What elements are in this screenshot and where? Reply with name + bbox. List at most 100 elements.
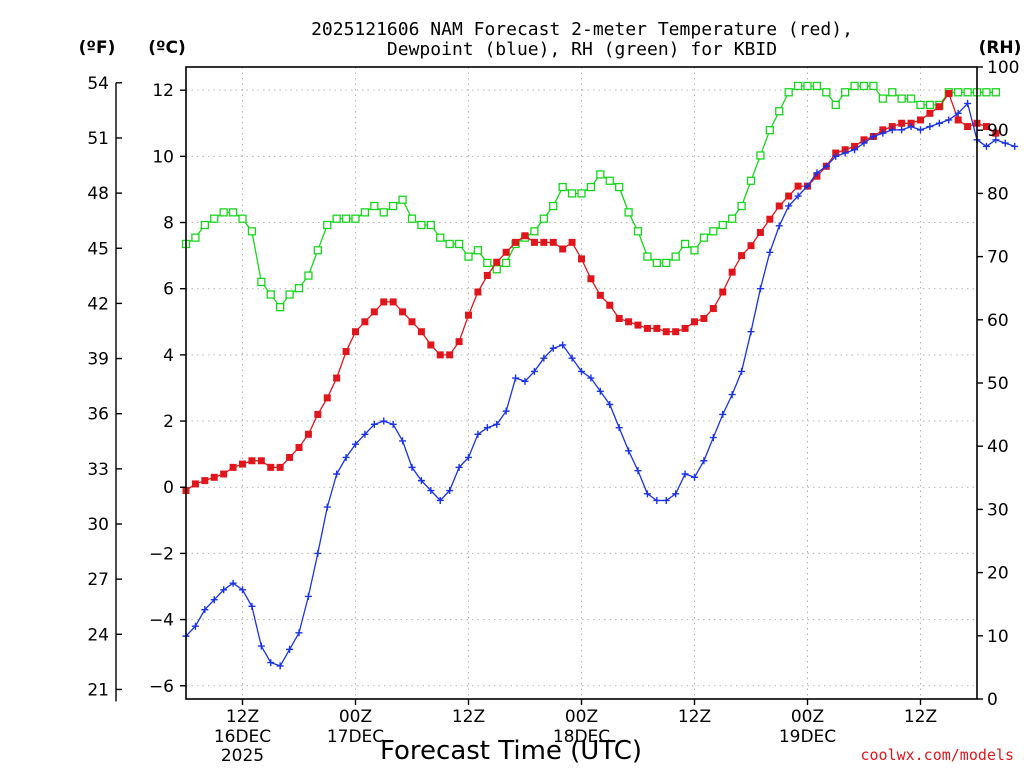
rh-point [219, 208, 228, 217]
dewpoint-point [907, 123, 915, 131]
fahrenheit-unit-label: (ºF) [79, 38, 116, 58]
temperature-point [992, 129, 1000, 137]
rh-point [558, 182, 567, 192]
rh-point [662, 258, 671, 268]
temperature-point [361, 318, 369, 326]
f-tick-label: 42 [87, 294, 109, 314]
rh-point [586, 182, 596, 192]
rh-point [445, 239, 454, 249]
temperature-point [352, 328, 359, 336]
rh-point [426, 220, 435, 230]
dewpoint-point [926, 123, 934, 131]
rh-point [850, 81, 859, 91]
dewpoint-point [851, 146, 859, 154]
temperature-point [935, 103, 943, 111]
x-tick-label: 12Z [904, 707, 937, 727]
rh-point [718, 220, 727, 230]
rh-point [210, 214, 219, 223]
rh-point [624, 208, 633, 217]
temperature-point [465, 311, 472, 319]
axes: 121086420−2−4−65451484542393633302724211… [87, 58, 1019, 766]
c-tick-label: 2 [163, 412, 174, 432]
dewpoint-point [370, 420, 378, 428]
rh-point [737, 201, 746, 211]
temperature-point [728, 268, 736, 276]
dewpoint-point [775, 222, 783, 230]
dewpoint-point [455, 463, 463, 471]
temperature-point [342, 348, 350, 356]
rh-point [549, 201, 558, 211]
rh-point [257, 277, 266, 287]
rh-point [539, 214, 548, 223]
rh-point [191, 233, 200, 242]
temperature-point [389, 298, 397, 306]
x-tick-label: 12Z [226, 707, 259, 727]
dewpoint-point [304, 592, 312, 600]
temperature-point [709, 305, 717, 313]
dewpoint-point [201, 606, 209, 614]
dewpoint-point [992, 136, 1000, 144]
temperature-point [370, 308, 378, 316]
temperature-point [719, 288, 727, 296]
temperature-point [672, 328, 680, 336]
dewpoint-point [361, 430, 369, 438]
dewpoint-point [333, 470, 341, 478]
temperature-point [304, 430, 312, 438]
dewpoint-point [1011, 142, 1019, 150]
rh-tick-label: 50 [987, 374, 1009, 394]
temperature-point [578, 255, 585, 263]
temperature-point [455, 338, 463, 346]
temperature-point [747, 242, 755, 250]
temperature-point [643, 324, 651, 332]
temperature-point [530, 238, 538, 246]
rh-point [492, 265, 501, 274]
temperature-point [549, 238, 557, 246]
temperature-point [917, 116, 924, 124]
rh-point [793, 81, 803, 91]
temperature-point [417, 328, 425, 336]
temperature-point [766, 215, 774, 223]
dewpoint-point [427, 487, 435, 495]
dewpoint-point [747, 328, 755, 336]
dewpoint-point [549, 344, 557, 352]
temperature-point [540, 238, 548, 246]
rh-point [841, 88, 850, 97]
dewpoint-point [257, 642, 265, 650]
c-tick-label: 12 [152, 81, 174, 101]
dewpoint-point [1001, 139, 1009, 147]
rh-point [756, 151, 765, 160]
temperature-point [559, 245, 567, 253]
rh-tick-label: 70 [987, 248, 1009, 268]
dewpoint-point [672, 490, 680, 498]
dewpoint-point [841, 149, 849, 157]
temperature-point [700, 314, 708, 322]
rh-point [746, 176, 756, 185]
rh-point [699, 233, 709, 242]
f-tick-label: 45 [87, 239, 109, 259]
rh-point [982, 88, 991, 97]
rh-point [878, 94, 887, 103]
temperature-point [399, 308, 407, 316]
dewpoint-point [982, 142, 990, 150]
dewpoint-point [643, 490, 651, 498]
c-tick-label: −4 [149, 611, 174, 631]
dewpoint-point [512, 374, 520, 382]
rh-point [784, 88, 793, 97]
rh-point [812, 81, 822, 91]
rh-tick-label: 30 [987, 500, 1009, 520]
rh-point [765, 126, 774, 135]
c-tick-label: 4 [163, 346, 174, 366]
rh-point [285, 290, 294, 299]
rh-point [822, 88, 831, 97]
rh-point [360, 208, 370, 217]
dewpoint-point [945, 116, 953, 124]
temperature-point [229, 463, 237, 471]
rh-point [775, 107, 784, 116]
temperature-point [295, 444, 303, 452]
rh-tick-label: 90 [987, 121, 1009, 141]
dewpoint-point [700, 457, 708, 465]
rh-point [596, 170, 605, 179]
rh-point [454, 239, 464, 249]
f-tick-label: 21 [87, 680, 109, 700]
c-tick-label: 6 [163, 280, 174, 300]
